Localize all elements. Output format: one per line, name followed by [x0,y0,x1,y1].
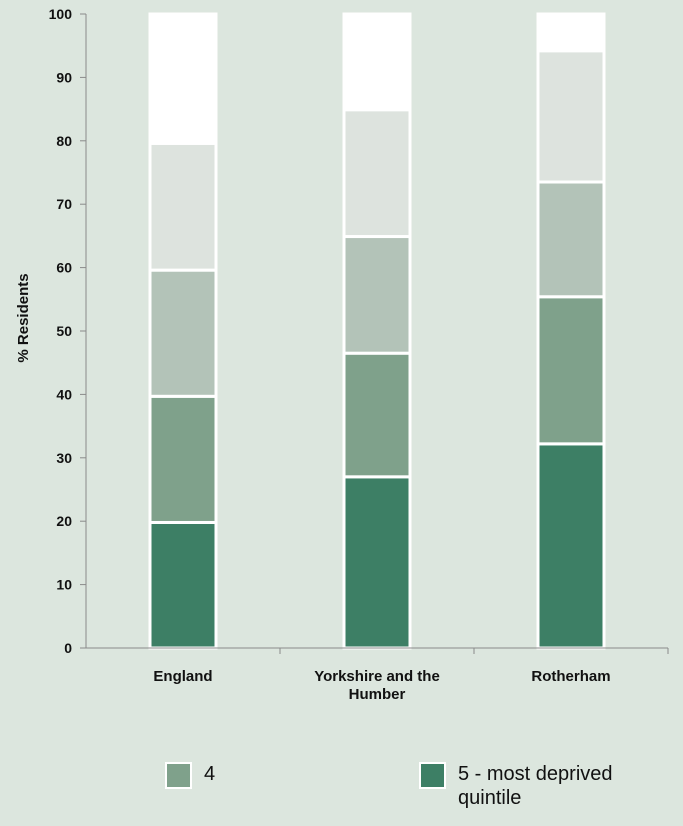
y-tick-label: 20 [56,513,72,529]
bar-segment-q5-0 [148,520,218,650]
legend-item-4: 4 [165,762,215,789]
bar-segment-q5-1 [342,475,412,650]
bar-segment-q3-1 [342,235,412,355]
bar-segment-q3-0 [148,268,218,398]
bar-segment-q3-2 [536,180,606,299]
bar-segment-q1-1 [342,12,412,112]
y-tick-label: 40 [56,386,72,402]
y-tick-label: 0 [64,640,72,656]
bar-segment-q5-2 [536,442,606,650]
y-tick-label: 70 [56,196,72,212]
bar-segment-q2-1 [342,108,412,239]
bar-segment-q4-0 [148,394,218,524]
y-tick-label: 30 [56,450,72,466]
legend-swatch-5-most-deprived [419,762,446,789]
legend-label-5-most-deprived: 5 - most deprived quintile [458,763,613,809]
bar-segment-q2-2 [536,49,606,184]
legend-item-5-most-deprived: 5 - most deprived quintile [419,762,658,810]
legend-label-4: 4 [204,763,216,785]
x-tick-label: Rotherham [531,668,610,685]
bar-segment-q4-2 [536,295,606,446]
y-tick-label: 60 [56,260,72,276]
bar-segment-q1-2 [536,12,606,53]
y-tick-label: 80 [56,133,72,149]
y-tick-label: 10 [56,577,72,593]
bar-segment-q4-1 [342,351,412,479]
x-tick-label: Yorkshire and the Humber [314,668,440,703]
y-tick-label: 90 [56,69,72,85]
y-tick-label: 100 [49,6,73,22]
bar-segment-q1-0 [148,12,218,145]
y-tick-label: 50 [56,323,72,339]
x-tick-label: England [153,668,212,685]
bar-segment-q2-0 [148,141,218,272]
legend-swatch-4 [165,762,192,789]
y-axis-label: % Residents [15,273,32,362]
